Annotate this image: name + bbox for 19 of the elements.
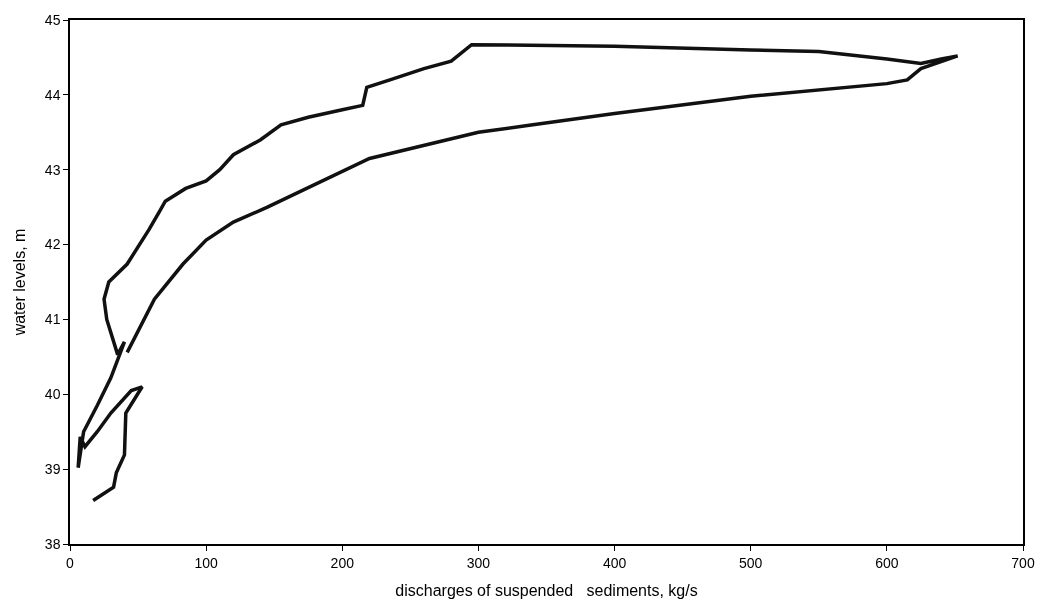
x-tick-label: 600 — [875, 554, 899, 571]
y-tick-label: 41 — [44, 311, 61, 328]
y-tick-label: 43 — [44, 161, 61, 178]
x-tick-label: 300 — [466, 554, 491, 571]
y-tick-label: 38 — [44, 535, 61, 552]
x-tick-label: 100 — [194, 554, 219, 571]
x-tick-label: 700 — [1011, 554, 1035, 571]
y-tick-label: 39 — [44, 461, 61, 478]
x-tick-label: 500 — [739, 554, 763, 571]
y-tick-label: 45 — [44, 11, 61, 28]
x-tick-label: 200 — [330, 554, 355, 571]
x-axis-title: discharges of suspended sediments, kg/s — [395, 581, 698, 599]
x-tick-label: 0 — [66, 554, 75, 571]
y-tick-label: 42 — [44, 236, 61, 253]
x-tick-label: 400 — [602, 554, 627, 571]
y-axis-title: water levels, m — [11, 228, 29, 337]
line-series — [76, 42, 960, 503]
y-tick-label: 40 — [44, 386, 61, 403]
y-tick-label: 44 — [44, 86, 61, 103]
